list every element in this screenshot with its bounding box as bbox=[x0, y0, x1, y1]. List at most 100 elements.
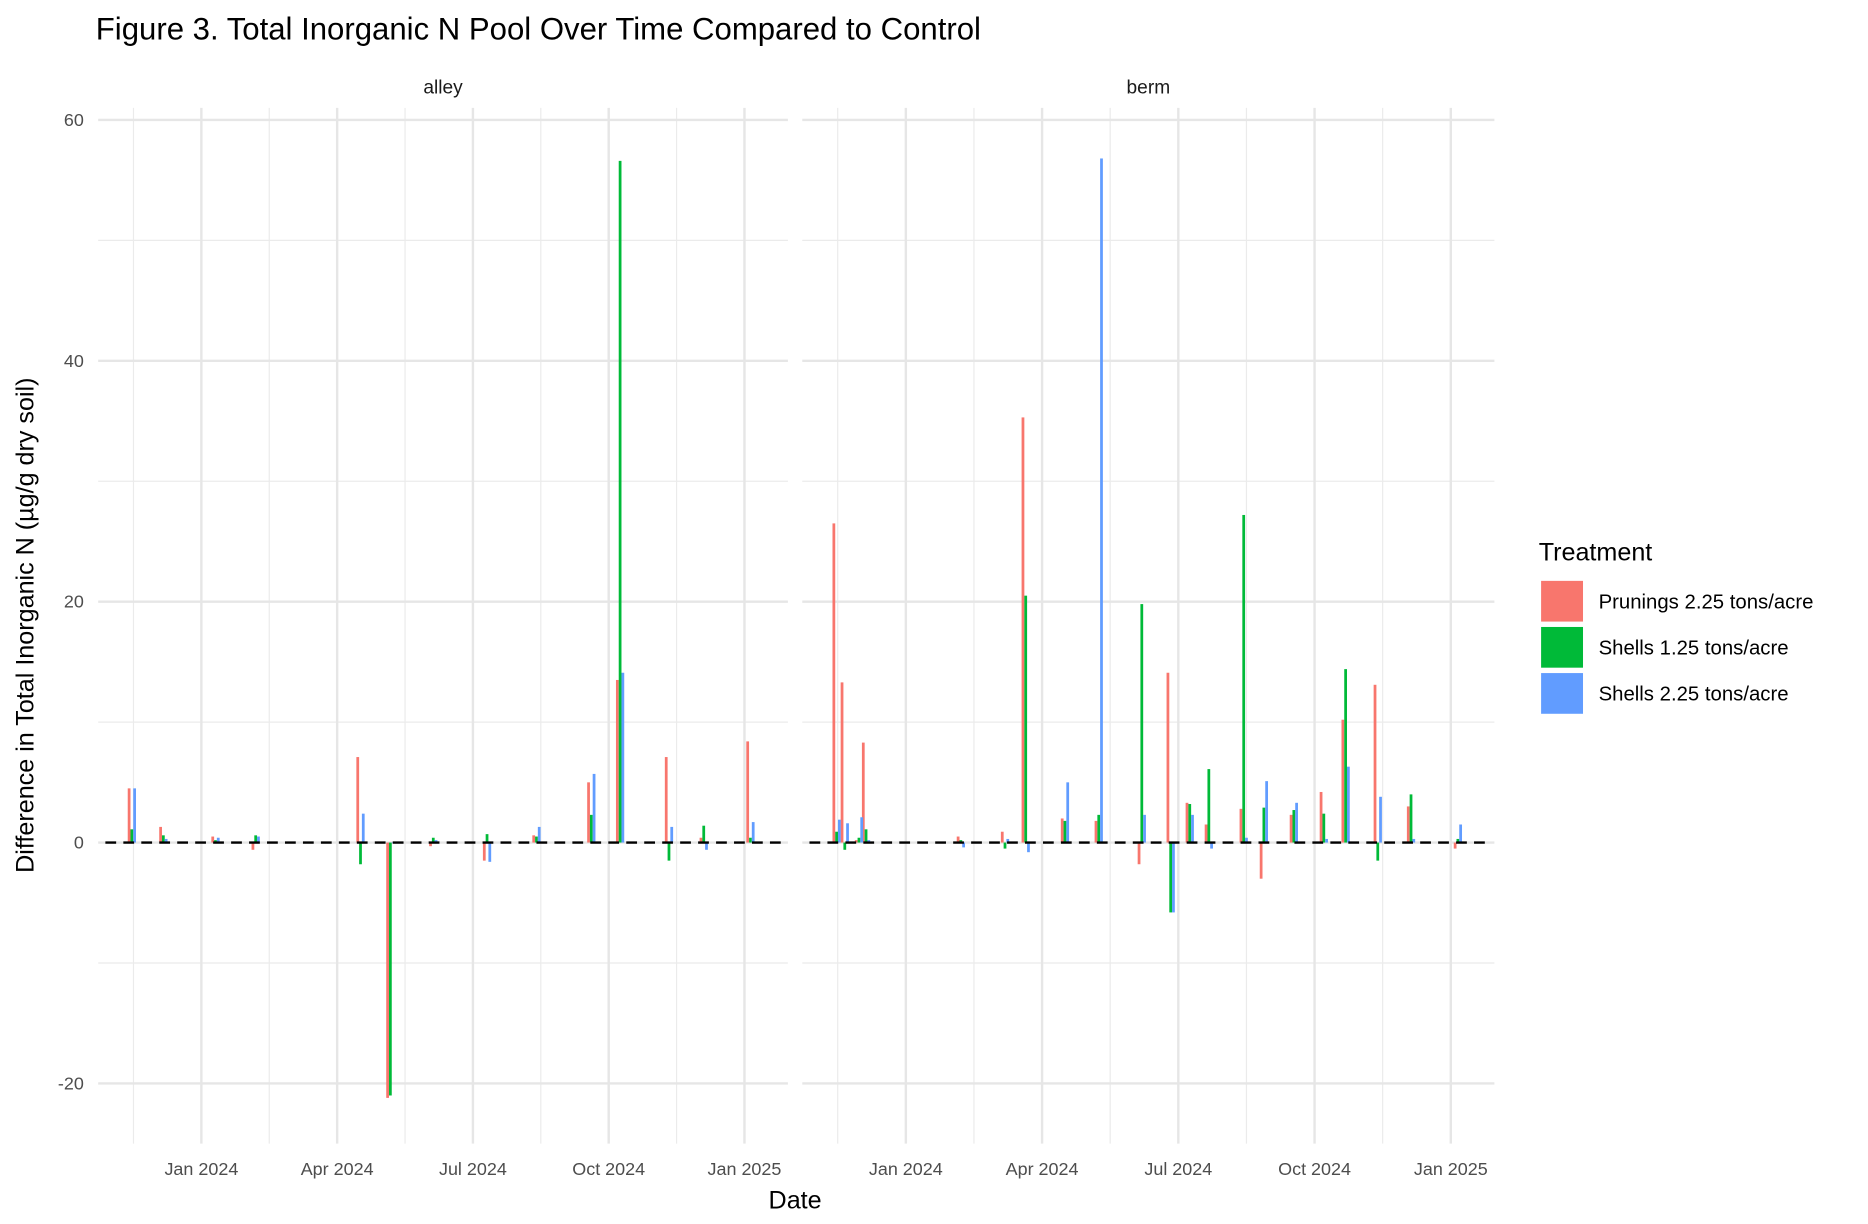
bar bbox=[705, 842, 708, 850]
bar bbox=[1265, 781, 1269, 843]
bar bbox=[1325, 838, 1328, 843]
x-tick-label: Jul 2024 bbox=[1144, 1159, 1212, 1179]
bar bbox=[664, 757, 668, 843]
bar bbox=[488, 842, 492, 862]
bar bbox=[251, 842, 255, 850]
bar bbox=[1262, 807, 1266, 843]
bar bbox=[615, 679, 619, 843]
bar bbox=[1137, 842, 1141, 865]
bar bbox=[159, 826, 162, 843]
bar bbox=[1379, 796, 1382, 843]
bar bbox=[1094, 820, 1098, 843]
facet-label: alley bbox=[423, 78, 463, 99]
y-axis-label: Difference in Total Inorganic N (µg/g dr… bbox=[12, 377, 40, 872]
bar bbox=[959, 840, 963, 843]
bar bbox=[1143, 814, 1146, 843]
bar bbox=[1344, 669, 1347, 843]
x-tick-label: Oct 2024 bbox=[1278, 1159, 1351, 1179]
bar bbox=[1406, 806, 1410, 843]
x-axis-label: Date bbox=[769, 1186, 822, 1214]
bar bbox=[537, 826, 541, 843]
bar bbox=[699, 837, 703, 843]
bar bbox=[257, 836, 260, 843]
bar bbox=[133, 788, 136, 843]
y-tick-label: 0 bbox=[74, 833, 84, 853]
bar bbox=[1242, 514, 1246, 843]
bar bbox=[1456, 838, 1460, 843]
bar bbox=[1409, 794, 1413, 843]
bar bbox=[840, 682, 844, 843]
bar bbox=[751, 822, 755, 843]
bar bbox=[1259, 842, 1263, 879]
bar bbox=[161, 835, 165, 843]
bar bbox=[1459, 824, 1463, 843]
bar bbox=[956, 836, 960, 843]
bar bbox=[1207, 769, 1211, 843]
bar bbox=[1060, 818, 1064, 843]
bar bbox=[1100, 158, 1103, 843]
bar bbox=[1024, 595, 1028, 843]
bar bbox=[1245, 837, 1248, 843]
bar bbox=[214, 840, 217, 843]
bar bbox=[1172, 842, 1175, 913]
bar bbox=[1000, 831, 1004, 843]
x-tick-label: Apr 2024 bbox=[1006, 1159, 1079, 1179]
bar bbox=[1188, 804, 1192, 843]
bar bbox=[962, 842, 966, 848]
bar bbox=[127, 788, 131, 843]
bar bbox=[667, 842, 671, 861]
bar bbox=[857, 837, 861, 843]
bar bbox=[1373, 684, 1377, 843]
x-tick-label: Jan 2025 bbox=[1414, 1159, 1488, 1179]
legend-key bbox=[1541, 673, 1584, 714]
bar bbox=[861, 742, 865, 843]
y-tick-label: 40 bbox=[64, 351, 84, 371]
legend-title: Treatment bbox=[1539, 539, 1653, 567]
bar bbox=[1292, 810, 1296, 843]
facet-label: berm bbox=[1127, 78, 1171, 99]
x-tick-label: Jan 2025 bbox=[708, 1159, 782, 1179]
bar bbox=[535, 836, 538, 843]
bar bbox=[618, 160, 622, 843]
y-tick-label: 60 bbox=[64, 110, 84, 130]
bar bbox=[670, 826, 674, 843]
bar bbox=[1027, 842, 1030, 853]
bar bbox=[1063, 820, 1067, 843]
bar bbox=[130, 829, 134, 843]
x-tick-label: Jan 2024 bbox=[869, 1159, 943, 1179]
bar bbox=[1210, 842, 1213, 849]
bar bbox=[1346, 766, 1350, 843]
bar bbox=[1169, 842, 1173, 913]
bar bbox=[388, 842, 392, 1096]
bar bbox=[211, 836, 215, 843]
bar bbox=[1204, 824, 1208, 843]
bar bbox=[1322, 813, 1326, 843]
y-tick-label: 20 bbox=[64, 592, 84, 612]
bar bbox=[1021, 417, 1025, 843]
legend-label: Prunings 2.25 tons/acre bbox=[1599, 591, 1814, 613]
bar bbox=[867, 840, 871, 843]
bar bbox=[1412, 838, 1416, 843]
bar bbox=[854, 840, 858, 843]
bar bbox=[837, 819, 841, 843]
legend-key bbox=[1541, 580, 1584, 622]
legend-label: Shells 2.25 tons/acre bbox=[1599, 684, 1789, 706]
bar bbox=[1341, 719, 1345, 843]
bar bbox=[587, 782, 590, 843]
bar bbox=[1066, 782, 1070, 843]
bar bbox=[431, 837, 435, 843]
bar bbox=[1319, 791, 1323, 843]
bar bbox=[164, 838, 168, 843]
bar bbox=[1453, 842, 1457, 849]
bar bbox=[1185, 802, 1189, 843]
x-tick-label: Jul 2024 bbox=[439, 1159, 507, 1179]
bar bbox=[532, 835, 536, 843]
chart-title: Figure 3. Total Inorganic N Pool Over Ti… bbox=[96, 12, 981, 47]
bar bbox=[356, 757, 360, 843]
bar bbox=[216, 837, 220, 843]
bar bbox=[702, 825, 706, 843]
bar bbox=[1003, 842, 1007, 849]
bar bbox=[1239, 808, 1243, 843]
